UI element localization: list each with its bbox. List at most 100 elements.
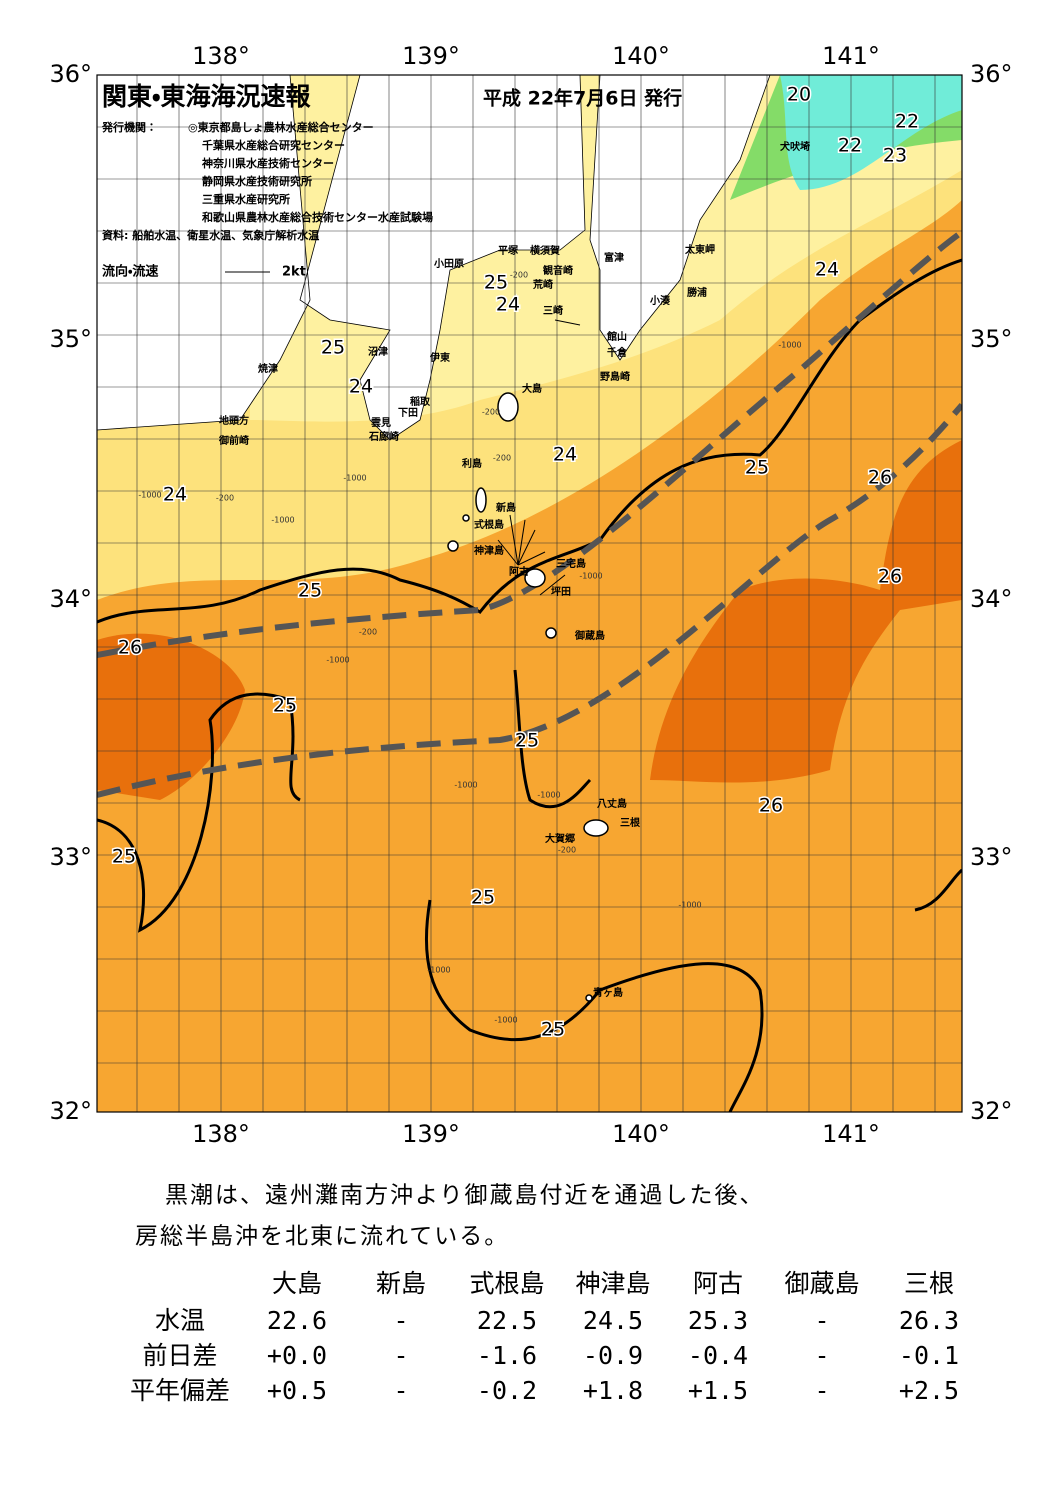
isotherm-label: 25 [471,887,495,909]
issuer: 静岡県水産技術研究所 [202,174,312,188]
isotherm-label: 25 [112,846,136,868]
issue-date: 平成 22年7月6日 発行 [483,87,682,110]
place-name: 観音崎 [543,264,573,277]
place-name: 伊東 [429,351,450,364]
table-cell: 25.3 [688,1306,748,1335]
isotherm-label: 22 [895,111,919,133]
table-cell: 26.3 [899,1306,959,1335]
table-header: 新島 [376,1269,426,1298]
depth-label: -1000 [778,341,801,350]
longitude-label: 139° [402,42,460,70]
place-name: 小湊 [649,294,671,307]
table-cell: - [814,1306,829,1335]
table-cell: -1.6 [477,1341,537,1370]
longitude-label: 140° [612,1120,670,1148]
place-name: 青ヶ島 [593,986,623,999]
place-name: 荒崎 [532,278,553,291]
current-legend: 流向・流速 [102,264,158,280]
table-cell: - [814,1376,829,1405]
islands [447,392,609,1002]
depth-label: -1000 [138,491,161,500]
table-header: 大島 [272,1269,322,1298]
map-frame [96,74,963,1113]
table-cell: 24.5 [583,1306,643,1335]
place-name: 稲取 [410,395,431,408]
issuer: 和歌山県農林水産総合技術センター水産試験場 [202,210,433,224]
place-name: 野島崎 [600,370,630,383]
place-name: 三根 [620,816,641,829]
depth-label: -1000 [678,901,701,910]
latitude-label: 35° [49,325,92,353]
latitude-label: 36° [970,60,1013,88]
place-name: 沼津 [368,345,388,358]
table-cell: -0.9 [583,1341,643,1370]
longitude-label: 141° [822,42,880,70]
depth-label: -1000 [494,1016,517,1025]
depth-label: -1000 [454,781,477,790]
isotherm-label: 26 [868,467,892,489]
table-header: 神津島 [575,1269,650,1298]
issuers-label: 発行機関： [101,120,157,134]
table-cell: +0.0 [267,1341,327,1370]
place-name: 新島 [495,501,516,514]
place-name: 御前崎 [218,434,249,447]
table-cell: -0.2 [477,1376,537,1405]
isotherm-label: 25 [745,457,769,479]
isotherm-label: 24 [349,376,373,398]
place-name: 小田原 [433,257,464,270]
depth-label: -1000 [537,791,560,800]
place-name: 館山 [606,330,627,343]
place-name: 地頭方 [219,414,249,427]
depth-label: -1000 [579,572,602,581]
isotherm-label: 25 [321,337,345,359]
isotherm-label: 25 [515,730,539,752]
depth-label: -200 [510,271,528,280]
depth-label: -200 [359,628,377,637]
place-name: 大賀郷 [545,832,575,845]
place-name: 千倉 [607,346,628,359]
isotherm-label: 22 [838,135,862,157]
depth-label: -200 [558,846,576,855]
depth-label: -1000 [326,656,349,665]
depth-label: -200 [482,408,500,417]
issuer: 三重県水産研究所 [202,192,290,206]
latitude-label: 32° [49,1097,92,1125]
row-label: 前日差 [142,1341,217,1370]
table-cell: +1.5 [688,1376,748,1405]
place-name: 下田 [398,407,418,419]
map-title: 関東・東海海況速報 [102,82,312,111]
table-cell: +1.8 [583,1376,643,1405]
issuer: ◎東京都島しょ農林水産総合センター [188,120,374,134]
table-cell: - [393,1376,408,1405]
place-name: 神津島 [473,544,504,557]
place-name: 犬吠埼 [780,140,810,153]
place-name: 利島 [462,457,482,470]
longitude-label: 138° [192,1120,250,1148]
table-cell: - [814,1341,829,1370]
isotherm-label: 23 [883,145,907,167]
place-name: 勝浦 [687,286,707,299]
summary-line: 房総半島沖を北東に流れている。 [135,1224,509,1250]
place-name: 大島 [522,382,542,395]
isotherm-label: 25 [298,580,322,602]
current-arrows [225,271,581,596]
depth-label: -1000 [343,474,366,483]
isotherm-label: 26 [878,566,902,588]
isotherm-label: 20 [787,84,811,106]
latitude-label: 33° [970,843,1013,871]
isotherm-label: 25 [484,272,508,294]
isotherm-label: 24 [163,484,187,506]
table-cell: -0.4 [688,1341,748,1370]
place-name: 三宅島 [556,557,586,570]
table-header: 御蔵島 [784,1269,859,1298]
kuroshio-axis [97,229,962,798]
summary-line: 黒潮は、遠州灘南方沖より御蔵島付近を通過した後、 [165,1183,765,1209]
isotherm-label: 26 [118,637,142,659]
isotherms [97,258,962,1112]
table-cell: +2.5 [899,1376,959,1405]
isotherm-label: 24 [815,259,839,281]
place-name: 富津 [604,251,624,264]
depth-label: -1000 [427,966,450,975]
table-cell: -0.1 [899,1341,959,1370]
